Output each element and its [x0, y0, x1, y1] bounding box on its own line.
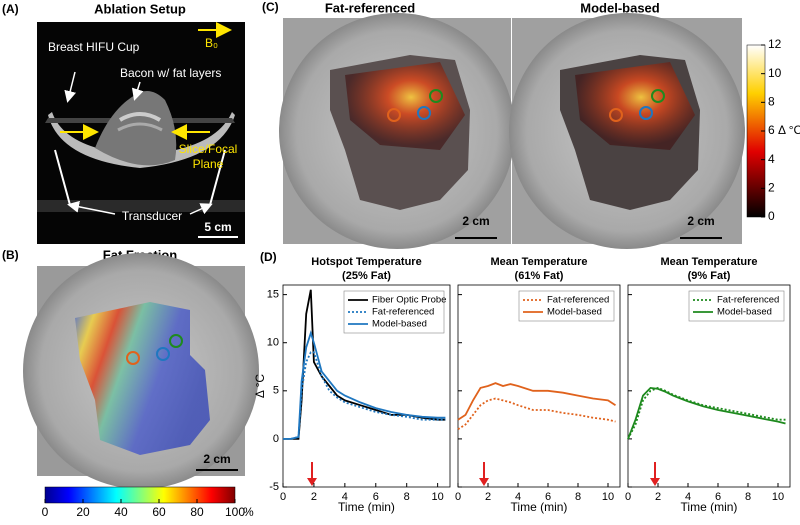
x-tick-label: 8 — [745, 491, 751, 503]
colorbar-tick-label: 2 — [768, 181, 775, 195]
y-tick-label: 0 — [273, 433, 279, 445]
plot-frame — [282, 284, 451, 488]
colorbar-tick-label: 0 — [42, 505, 49, 519]
x-tick-label: 8 — [575, 491, 581, 503]
colorbar-tick-label: 20 — [76, 505, 90, 519]
legend-box — [518, 290, 615, 322]
panel-title: Ablation Setup — [94, 1, 186, 16]
colorbar — [44, 486, 236, 504]
panel-letter: (D) — [260, 250, 277, 264]
x-axis-label: Time (min) — [338, 500, 395, 514]
annotation: Plane — [193, 157, 224, 171]
x-tick-label: 0 — [625, 491, 631, 503]
annotation: Bacon w/ fat layers — [120, 66, 221, 80]
x-tick-label: 2 — [655, 491, 661, 503]
x-axis-label: Time (min) — [681, 500, 738, 514]
colorbar-tick-label: 8 — [768, 95, 775, 109]
chart-title: Mean Temperature — [491, 256, 588, 268]
x-tick-label: 10 — [602, 491, 614, 503]
x-axis-label: Time (min) — [511, 500, 568, 514]
x-tick-label: 4 — [342, 491, 348, 503]
plot-frame — [457, 284, 621, 488]
x-tick-label: 6 — [373, 491, 379, 503]
x-tick-label: 6 — [715, 491, 721, 503]
colorbar-tick-label: 80 — [190, 505, 204, 519]
colorbar-tick-label: 60 — [152, 505, 166, 519]
x-tick-label: 8 — [404, 491, 410, 503]
y-tick-label: 10 — [267, 337, 279, 349]
scale-label: 5 cm — [204, 220, 231, 234]
x-tick-label: 6 — [545, 491, 551, 503]
colorbar-label: Δ °C — [778, 123, 800, 137]
colorbar-tick-label: 40 — [114, 505, 128, 519]
x-tick-label: 4 — [515, 491, 521, 503]
data-line — [627, 386, 786, 440]
annotation: Breast HIFU Cup — [48, 40, 140, 54]
panel-letter: (B) — [2, 248, 19, 262]
data-line — [457, 397, 616, 431]
panel-letter: (A) — [2, 2, 19, 16]
chart-subtitle: (25% Fat) — [342, 270, 391, 282]
colorbar-tick-label: 6 — [768, 123, 775, 137]
annotation: Slice/Focal — [179, 142, 238, 156]
fat-fraction-image — [23, 253, 259, 489]
annotation: Transducer — [122, 209, 182, 223]
data-line — [283, 351, 446, 440]
x-tick-label: 2 — [485, 491, 491, 503]
colorbar-tick-label: 0 — [768, 209, 775, 223]
y-axis-label: Δ °C — [253, 374, 267, 398]
heating-markers — [307, 462, 660, 486]
legend-label: Fiber Optic Probe — [372, 295, 446, 306]
data-line — [283, 330, 446, 440]
legend-label: Fat-referenced — [372, 307, 434, 318]
y-tick-label: 5 — [273, 385, 279, 397]
y-tick-label: 15 — [267, 289, 279, 301]
legend-label: Fat-referenced — [547, 295, 609, 306]
panel-title: Model-based — [580, 0, 660, 15]
chart-subtitle: (61% Fat) — [515, 270, 564, 282]
legend-box — [688, 290, 785, 322]
mri-image — [37, 22, 245, 244]
colorbar-tick-label: 10 — [768, 66, 782, 80]
plot-frame — [627, 284, 791, 488]
scale-label: 2 cm — [462, 214, 489, 228]
x-tick-label: 4 — [685, 491, 691, 503]
legend-label: Model-based — [372, 319, 427, 330]
x-tick-label: 0 — [280, 491, 286, 503]
annotation: B₀ — [205, 36, 218, 50]
chart-title: Hotspot Temperature — [311, 256, 421, 268]
panel-letter: (C) — [262, 0, 279, 14]
panel-title: Fat-referenced — [325, 0, 415, 15]
x-tick-label: 2 — [311, 491, 317, 503]
chart-subtitle: (9% Fat) — [688, 270, 731, 282]
temperature-images — [279, 13, 745, 249]
colorbar-tick-label: 12 — [768, 37, 782, 51]
colorbar-tick-label: 100 — [225, 505, 245, 519]
scale-label: 2 cm — [203, 452, 230, 466]
x-tick-label: 10 — [432, 491, 444, 503]
colorbar-unit: % — [243, 505, 254, 519]
scale-label: 2 cm — [687, 214, 714, 228]
legend-label: Model-based — [547, 307, 602, 318]
data-line — [457, 382, 616, 421]
x-tick-label: 10 — [772, 491, 784, 503]
chart-title: Mean Temperature — [661, 256, 758, 268]
x-tick-label: 0 — [455, 491, 461, 503]
legend-label: Model-based — [717, 307, 772, 318]
data-line — [627, 386, 786, 440]
y-tick-label: -5 — [269, 481, 279, 493]
colorbar-tick-label: 4 — [768, 152, 775, 166]
legend-label: Fat-referenced — [717, 295, 779, 306]
